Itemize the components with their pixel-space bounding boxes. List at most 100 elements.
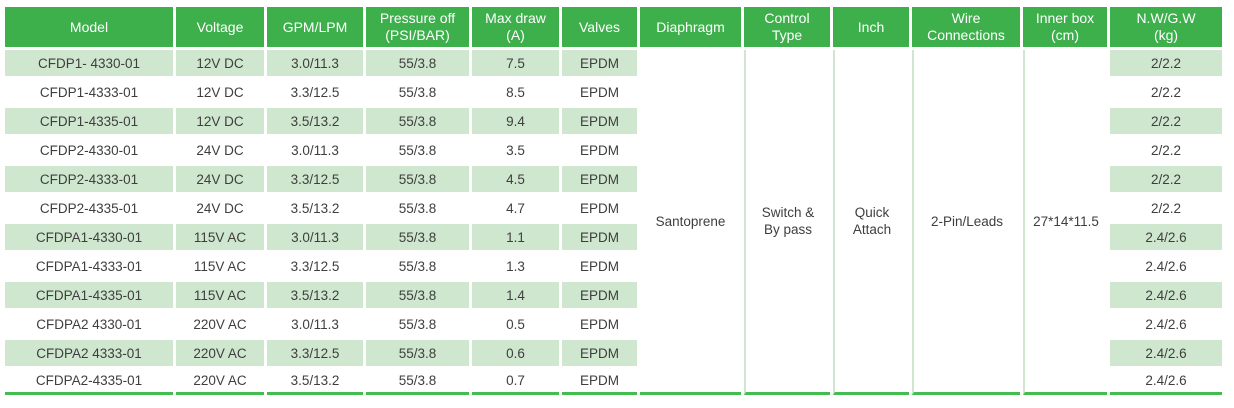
nw-gw-cell: 2.4/2.6 (1110, 282, 1222, 308)
valves-cell: EPDM (562, 369, 637, 395)
header-gpm-lpm: GPM/LPM (267, 7, 363, 47)
table-row: CFDPA2 4330-01 220V AC 3.0/11.3 55/3.8 0… (5, 311, 1222, 337)
max-draw-cell: 1.4 (472, 282, 559, 308)
nw-gw-cell: 2.4/2.6 (1110, 253, 1222, 279)
gpm-lpm-cell: 3.5/13.2 (267, 369, 363, 395)
valves-cell: EPDM (562, 166, 637, 192)
max-draw-cell: 7.5 (472, 50, 559, 76)
voltage-cell: 220V AC (176, 369, 264, 395)
max-draw-cell: 1.3 (472, 253, 559, 279)
model-cell: CFDP1- 4330-01 (5, 50, 173, 76)
max-draw-cell: 9.4 (472, 108, 559, 134)
valves-cell: EPDM (562, 224, 637, 250)
model-cell: CFDPA2 4330-01 (5, 311, 173, 337)
pressure-off-cell: 55/3.8 (366, 195, 469, 221)
pressure-off-cell: 55/3.8 (366, 253, 469, 279)
inner-box-merged-cell: 27*14*11.5 (1023, 50, 1107, 395)
pressure-off-cell: 55/3.8 (366, 340, 469, 366)
table-row: CFDP1-4335-01 12V DC 3.5/13.2 55/3.8 9.4… (5, 108, 1222, 134)
header-pressure-off: Pressure off (PSI/BAR) (366, 7, 469, 47)
valves-cell: EPDM (562, 253, 637, 279)
header-model: Model (5, 7, 173, 47)
model-cell: CFDP1-4335-01 (5, 108, 173, 134)
model-cell: CFDPA1-4335-01 (5, 282, 173, 308)
pressure-off-cell: 55/3.8 (366, 137, 469, 163)
model-cell: CFDPA1-4333-01 (5, 253, 173, 279)
nw-gw-cell: 2/2.2 (1110, 166, 1222, 192)
header-control-type: Control Type (744, 7, 830, 47)
max-draw-cell: 0.6 (472, 340, 559, 366)
table-row: CFDP1- 4330-01 12V DC 3.0/11.3 55/3.8 7.… (5, 50, 1222, 395)
gpm-lpm-cell: 3.3/12.5 (267, 79, 363, 105)
voltage-cell: 12V DC (176, 50, 264, 76)
header-nw-gw: N.W/G.W (kg) (1110, 7, 1222, 47)
pressure-off-cell: 55/3.8 (366, 50, 469, 76)
pressure-off-cell: 55/3.8 (366, 166, 469, 192)
diaphragm-merged-cell: Santoprene (640, 50, 741, 395)
header-voltage: Voltage (176, 7, 264, 47)
inch-merged-cell: Quick Attach (833, 50, 909, 395)
pressure-off-cell: 55/3.8 (366, 79, 469, 105)
pressure-off-cell: 55/3.8 (366, 369, 469, 395)
valves-cell: EPDM (562, 108, 637, 134)
voltage-cell: 220V AC (176, 340, 264, 366)
table-row: CFDP2-4330-01 24V DC 3.0/11.3 55/3.8 3.5… (5, 137, 1222, 163)
gpm-lpm-cell: 3.3/12.5 (267, 253, 363, 279)
model-cell: CFDPA2 4333-01 (5, 340, 173, 366)
header-diaphragm: Diaphragm (640, 7, 741, 47)
table-row: CFDPA1-4335-01 115V AC 3.5/13.2 55/3.8 1… (5, 282, 1222, 308)
valves-cell: EPDM (562, 50, 637, 76)
table-row: CFDP2-4335-01 24V DC 3.5/13.2 55/3.8 4.7… (5, 195, 1222, 221)
nw-gw-cell: 2.4/2.6 (1110, 224, 1222, 250)
gpm-lpm-cell: 3.5/13.2 (267, 195, 363, 221)
nw-gw-cell: 2/2.2 (1110, 50, 1222, 76)
nw-gw-cell: 2/2.2 (1110, 108, 1222, 134)
valves-cell: EPDM (562, 311, 637, 337)
model-cell: CFDP2-4330-01 (5, 137, 173, 163)
gpm-lpm-cell: 3.5/13.2 (267, 108, 363, 134)
valves-cell: EPDM (562, 340, 637, 366)
wire-connections-merged-cell: 2-Pin/Leads (912, 50, 1020, 395)
spec-table: Model Voltage GPM/LPM Pressure off (PSI/… (2, 4, 1225, 398)
header-max-draw: Max draw (A) (472, 7, 559, 47)
voltage-cell: 24V DC (176, 137, 264, 163)
voltage-cell: 220V AC (176, 311, 264, 337)
max-draw-cell: 4.5 (472, 166, 559, 192)
model-cell: CFDP2-4335-01 (5, 195, 173, 221)
gpm-lpm-cell: 3.0/11.3 (267, 50, 363, 76)
valves-cell: EPDM (562, 282, 637, 308)
nw-gw-cell: 2/2.2 (1110, 79, 1222, 105)
voltage-cell: 115V AC (176, 282, 264, 308)
pressure-off-cell: 55/3.8 (366, 108, 469, 134)
voltage-cell: 12V DC (176, 79, 264, 105)
header-inner-box: Inner box (cm) (1023, 7, 1107, 47)
voltage-cell: 12V DC (176, 108, 264, 134)
valves-cell: EPDM (562, 195, 637, 221)
valves-cell: EPDM (562, 137, 637, 163)
header-inch: Inch (833, 7, 909, 47)
model-cell: CFDP1-4333-01 (5, 79, 173, 105)
model-cell: CFDPA1-4330-01 (5, 224, 173, 250)
max-draw-cell: 8.5 (472, 79, 559, 105)
gpm-lpm-cell: 3.0/11.3 (267, 224, 363, 250)
nw-gw-cell: 2/2.2 (1110, 195, 1222, 221)
valves-cell: EPDM (562, 79, 637, 105)
model-cell: CFDP2-4333-01 (5, 166, 173, 192)
max-draw-cell: 4.7 (472, 195, 559, 221)
gpm-lpm-cell: 3.3/12.5 (267, 340, 363, 366)
table-row: CFDPA2-4335-01 220V AC 3.5/13.2 55/3.8 0… (5, 369, 1222, 395)
voltage-cell: 115V AC (176, 224, 264, 250)
voltage-cell: 115V AC (176, 253, 264, 279)
gpm-lpm-cell: 3.0/11.3 (267, 137, 363, 163)
table-row: CFDP1-4333-01 12V DC 3.3/12.5 55/3.8 8.5… (5, 79, 1222, 105)
nw-gw-cell: 2.4/2.6 (1110, 311, 1222, 337)
header-wire-connections: Wire Connections (912, 7, 1020, 47)
nw-gw-cell: 2.4/2.6 (1110, 369, 1222, 395)
table-row: CFDPA1-4333-01 115V AC 3.3/12.5 55/3.8 1… (5, 253, 1222, 279)
max-draw-cell: 1.1 (472, 224, 559, 250)
voltage-cell: 24V DC (176, 195, 264, 221)
header-valves: Valves (562, 7, 637, 47)
pressure-off-cell: 55/3.8 (366, 311, 469, 337)
gpm-lpm-cell: 3.5/13.2 (267, 282, 363, 308)
control-type-merged-cell: Switch & By pass (744, 50, 830, 395)
